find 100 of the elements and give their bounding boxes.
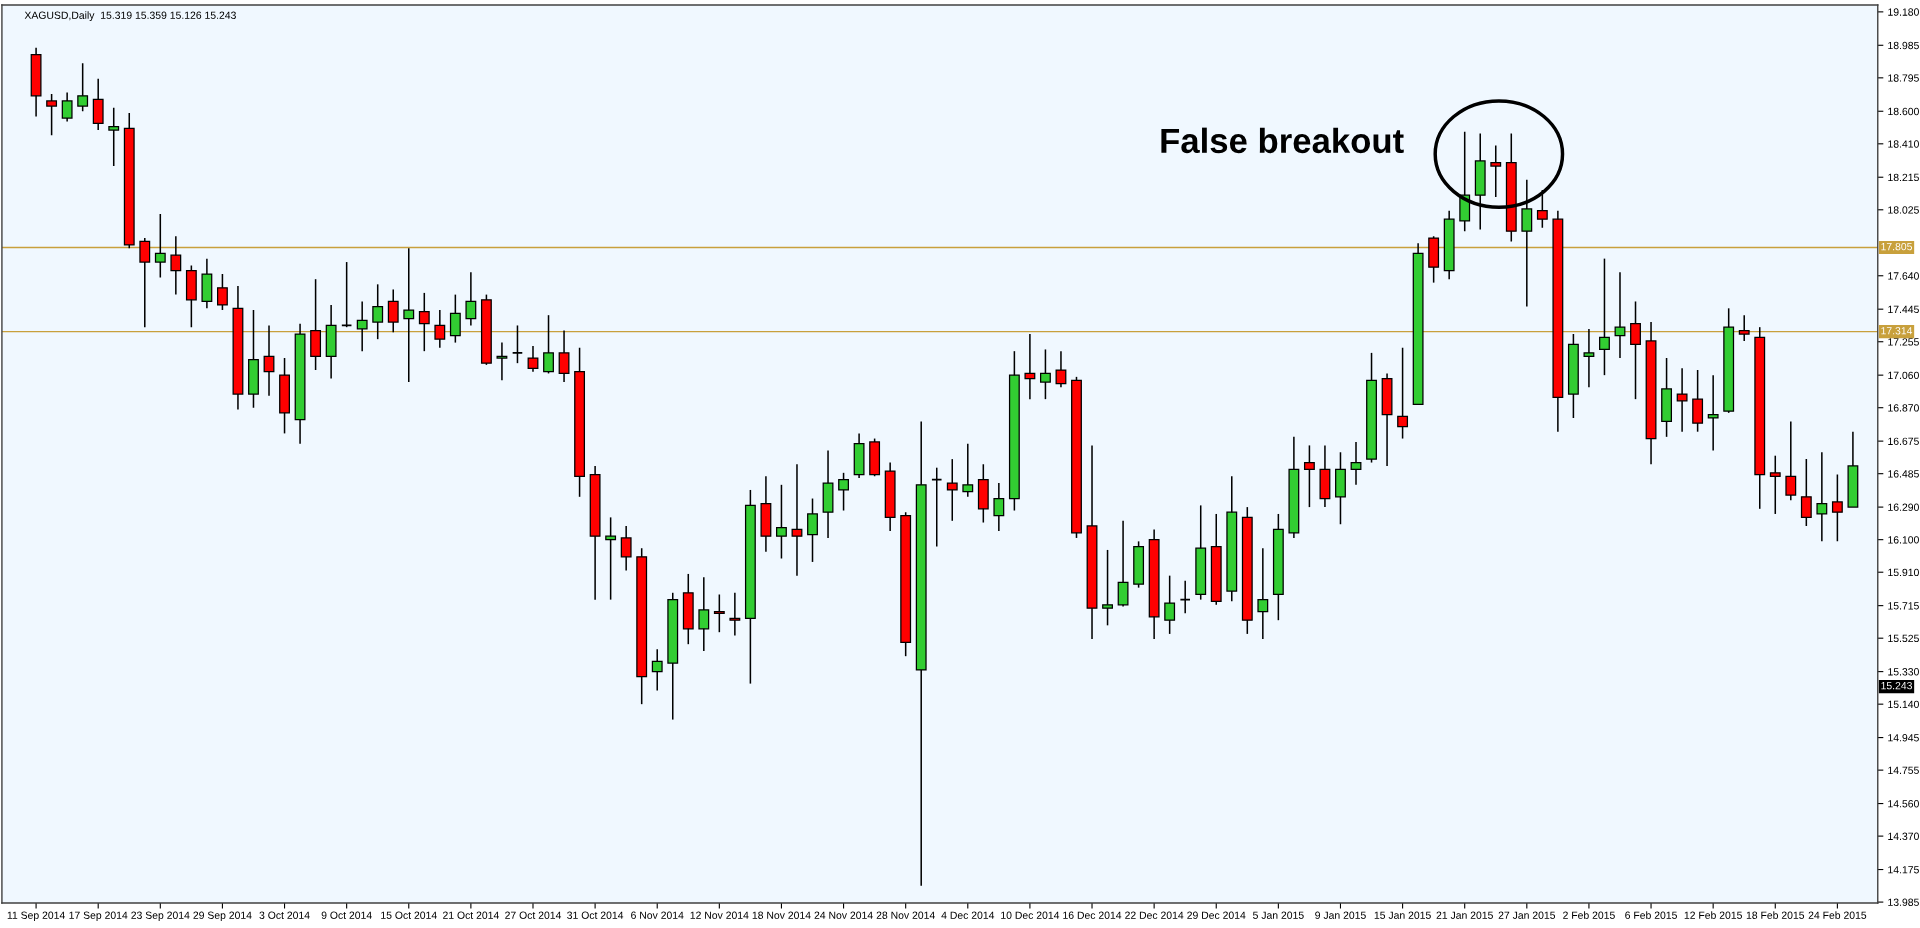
x-tick-label: 23 Sep 2014	[131, 911, 190, 921]
y-tick-label: 15.910	[1888, 568, 1919, 577]
candlestick	[77, 62, 89, 113]
candlestick	[962, 442, 974, 498]
candlestick	[139, 237, 151, 328]
x-tick-label: 10 Dec 2014	[1001, 911, 1060, 919]
y-tick-label: 19.180	[1888, 8, 1919, 16]
candlestick	[92, 77, 104, 131]
y-tick-label: 18.410	[1888, 140, 1919, 148]
candlestick	[1350, 441, 1362, 486]
candlestick	[1785, 420, 1797, 502]
y-tick-label: 17.640	[1888, 272, 1919, 280]
candlestick	[1769, 454, 1781, 515]
candlestick	[1707, 374, 1719, 452]
y-tick-label: 18.025	[1888, 206, 1919, 214]
y-tick-label: 18.600	[1888, 107, 1919, 116]
y-tick-label: 16.485	[1888, 470, 1919, 478]
x-tick-label: 9 Jan 2015	[1315, 911, 1366, 919]
y-tick-label: 13.985	[1888, 898, 1919, 906]
x-tick-label: 12 Feb 2015	[1684, 911, 1742, 919]
y-tick-label: 16.675	[1888, 437, 1919, 445]
candlestick	[620, 525, 632, 572]
candlestick	[1303, 444, 1315, 508]
candlestick	[1257, 547, 1269, 640]
candlestick	[558, 329, 570, 383]
candlestick	[1024, 333, 1036, 400]
text: 15.243	[1881, 681, 1912, 690]
x-tick-label: 21 Oct 2014	[443, 911, 499, 919]
x-tick-label: 9 Oct 2014	[321, 911, 372, 919]
ref-line-label: 17.805	[1881, 242, 1912, 251]
candlestick	[1583, 328, 1595, 388]
x-tick-label: 4 Dec 2014	[941, 911, 995, 919]
y-tick-label: 15.140	[1888, 700, 1919, 709]
candlestick	[698, 576, 710, 652]
x-tick-label: 21 Jan 2015	[1436, 911, 1493, 919]
candlestick	[1800, 458, 1812, 527]
candlestick	[418, 292, 430, 352]
candlestick	[46, 93, 58, 137]
y-tick-label: 16.290	[1888, 503, 1919, 511]
x-tick-label: 27 Jan 2015	[1498, 911, 1556, 919]
candlestick	[449, 293, 461, 344]
candlestick	[807, 497, 818, 563]
x-tick-label: 6 Nov 2014	[631, 911, 684, 919]
candlestick	[776, 484, 787, 560]
x-tick-label: 28 Nov 2014	[876, 911, 935, 919]
candlestick	[1676, 367, 1688, 433]
candlestick	[1039, 348, 1051, 400]
x-tick-label: 18 Feb 2015	[1746, 911, 1805, 919]
x-tick-label: 29 Sep 2014	[193, 911, 252, 921]
candlestick	[605, 516, 617, 601]
y-tick-label: 14.175	[1888, 866, 1919, 874]
text: XAGUSD,Daily 15.319 15.359 15.126 15.243	[24, 11, 236, 22]
y-tick-label: 15.525	[1888, 634, 1919, 643]
candlestick	[1055, 350, 1067, 388]
candlestick	[729, 592, 741, 637]
candlestick	[1692, 369, 1704, 433]
candlestick	[403, 247, 415, 383]
candlestick	[543, 314, 554, 375]
y-tick-label: 18.215	[1888, 173, 1919, 182]
candlestick	[1102, 549, 1113, 627]
y-tick-label: 14.370	[1888, 832, 1919, 840]
y-tick-label: 15.330	[1888, 668, 1919, 676]
y-tick-label: 18.795	[1888, 74, 1919, 82]
y-tick-label: 14.755	[1888, 766, 1919, 775]
y-tick-label: 18.985	[1888, 41, 1919, 50]
y-tick-label: 17.445	[1888, 305, 1919, 314]
candlestick	[1397, 346, 1409, 440]
x-tick-label: 27 Oct 2014	[505, 911, 562, 919]
candlestick	[1738, 314, 1750, 342]
y-tick-label: 16.100	[1888, 536, 1919, 544]
candlestick	[496, 341, 508, 382]
ref-line-label: 17.314	[1881, 327, 1913, 335]
candlestick	[1831, 473, 1843, 543]
x-tick-label: 24 Nov 2014	[814, 911, 873, 919]
x-tick-label: 17 Sep 2014	[69, 911, 128, 921]
y-tick-label: 14.945	[1888, 734, 1919, 742]
candlestick	[931, 466, 943, 548]
y-tick-label: 17.060	[1888, 371, 1919, 380]
y-tick-label: 16.870	[1888, 404, 1919, 412]
x-tick-label: 15 Jan 2015	[1374, 911, 1431, 919]
candlestick	[434, 309, 446, 349]
candlestick	[1117, 520, 1129, 608]
candlestick	[838, 472, 850, 512]
candlestick	[511, 324, 524, 364]
annotation: False breakout	[1161, 127, 1404, 154]
candlestick	[993, 482, 1005, 532]
candlestick	[61, 91, 73, 123]
y-tick-label: 17.255	[1888, 338, 1919, 346]
candlestick	[108, 107, 120, 167]
x-tick-label: 6 Feb 2015	[1625, 911, 1677, 919]
candlestick	[1490, 144, 1502, 198]
candlestick	[356, 300, 368, 352]
candlestick	[170, 235, 182, 296]
x-tick-label: 11 Sep 2014	[7, 911, 65, 921]
x-tick-label: 18 Nov 2014	[752, 911, 811, 919]
candlestick	[1179, 580, 1191, 615]
x-tick-label: 12 Nov 2014	[690, 911, 749, 919]
y-tick-label: 15.715	[1888, 602, 1919, 610]
candlestick	[713, 593, 725, 633]
x-tick-label: 2 Feb 2015	[1563, 911, 1615, 919]
